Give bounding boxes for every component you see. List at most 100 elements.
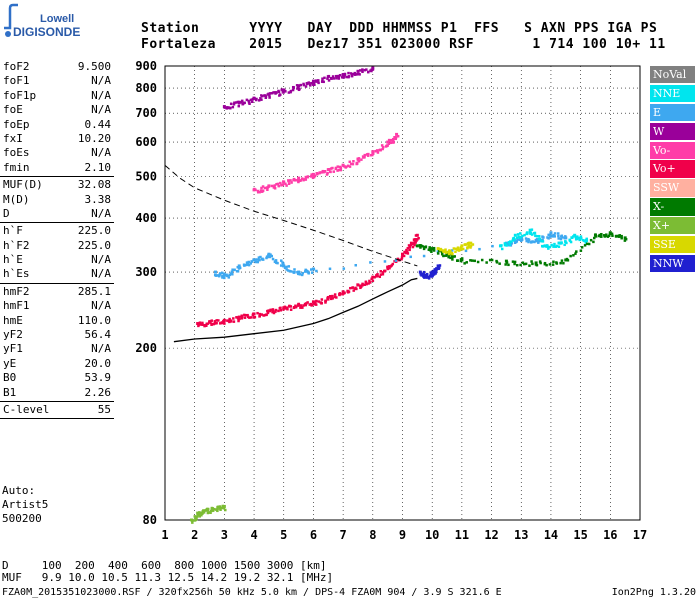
data-point [460, 258, 464, 262]
echo-point [547, 237, 550, 240]
auto-algorithm: Artist5 [2, 498, 49, 511]
echo-point [223, 276, 226, 280]
echo-point [525, 232, 529, 236]
echo-point [306, 270, 310, 273]
echo-point [557, 237, 560, 240]
echo-point [361, 284, 364, 287]
data-point [448, 249, 452, 253]
echo-point [240, 314, 244, 318]
echo-point [407, 244, 411, 247]
echo-point [311, 83, 315, 86]
echo-point [508, 243, 512, 246]
echo-point [349, 286, 352, 290]
param-row: yF2 56.4 [0, 328, 114, 342]
echo-point [547, 247, 550, 250]
echo-point [440, 250, 444, 254]
echo-point [237, 104, 241, 108]
echo-point [528, 264, 531, 267]
echo-point [261, 189, 265, 193]
echo-point [495, 261, 499, 264]
echo-point [203, 323, 207, 327]
echo-point [279, 181, 282, 185]
echo-point [560, 259, 564, 262]
echo-point [332, 77, 336, 80]
echo-point [229, 272, 233, 275]
echo-point [239, 101, 243, 104]
echo-point [338, 74, 342, 77]
echo-point [556, 232, 560, 235]
echo-point [336, 165, 340, 168]
echo-point [217, 274, 221, 278]
echo-point [562, 261, 565, 265]
echo-point [408, 246, 412, 249]
echo-point [430, 250, 433, 253]
echo-point [383, 269, 387, 273]
echo-point [546, 245, 550, 248]
echo-point [603, 235, 607, 238]
header-label-p1: P1 [440, 21, 475, 36]
param-label: MUF(D) [3, 178, 43, 192]
echo-point [200, 513, 203, 517]
echo-point [204, 324, 208, 327]
echo-point [347, 75, 350, 79]
param-label: D [3, 206, 10, 220]
echo-point [392, 140, 396, 144]
echo-point [279, 264, 283, 267]
echo-point [541, 238, 544, 242]
x-tick-label: 8 [369, 528, 376, 542]
echo-point [247, 101, 251, 104]
echo-point [302, 82, 305, 86]
echo-point [456, 248, 459, 252]
param-label: fmin [3, 160, 30, 174]
echo-point [580, 246, 584, 249]
echo-point [313, 174, 317, 178]
echo-point [342, 76, 345, 79]
echo-point [272, 91, 275, 94]
data-point [534, 261, 538, 265]
echo-point [570, 236, 574, 240]
header-label-ddd: DDD [349, 21, 383, 36]
echo-point [342, 267, 346, 270]
header-value-11: 11 [649, 37, 674, 52]
echo-point [422, 254, 426, 258]
echo-point [294, 304, 297, 308]
echo-point [352, 289, 355, 292]
echo-point [379, 270, 383, 273]
echo-point [254, 260, 257, 264]
data-point [222, 318, 226, 322]
echo-point [271, 308, 275, 311]
header-label-ffs: FFS [474, 21, 525, 36]
data-point [190, 518, 194, 522]
data-point [222, 273, 226, 277]
echo-point [227, 319, 230, 323]
param-row: fxI 10.20 [0, 132, 114, 146]
echo-point [525, 231, 529, 234]
echo-point [299, 179, 302, 182]
echo-point [293, 270, 296, 274]
echo-point [274, 92, 277, 95]
echo-point [428, 246, 431, 249]
echo-point [605, 233, 608, 236]
echo-point [524, 262, 528, 266]
echo-point [348, 160, 352, 164]
param-label: h`E [3, 253, 23, 267]
header-value-9: 100 [582, 37, 616, 52]
footer-version: Ion2Png 1.3.20 [611, 587, 696, 598]
echo-point [480, 258, 484, 262]
header-labels-row: Station YYYY DAY DDD HHMMSS P1 FFS S AXN… [141, 21, 666, 36]
param-value: N/A [91, 88, 111, 102]
data-point [356, 69, 360, 73]
data-point [401, 252, 404, 256]
echo-point [464, 243, 468, 246]
echo-point [530, 260, 533, 263]
echo-point [526, 239, 529, 242]
echo-point [225, 107, 229, 110]
data-point [513, 233, 517, 237]
echo-point [422, 276, 426, 279]
echo-point [277, 90, 281, 94]
echo-point [389, 141, 392, 145]
param-value: 20.0 [84, 356, 112, 370]
echo-point [545, 244, 549, 247]
echo-point [260, 186, 263, 190]
data-point [528, 228, 532, 232]
